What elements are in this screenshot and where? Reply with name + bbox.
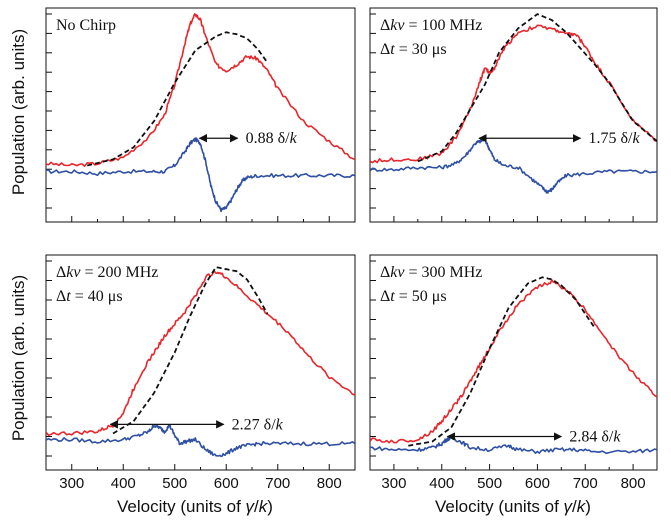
panel-label-line1: No Chirp	[56, 17, 116, 34]
series-red-line	[370, 24, 657, 164]
panel-label-line1: Δkv = 200 MHz	[56, 264, 158, 281]
x-tick-label: 600	[214, 475, 239, 492]
x-tick-label: 300	[59, 475, 84, 492]
x-tick-label: 600	[525, 475, 550, 492]
x-tick-label: 800	[621, 475, 646, 492]
x-tick-label: 700	[573, 475, 598, 492]
plot-area	[370, 13, 657, 194]
x-tick-label: 500	[477, 475, 502, 492]
panel-label-line1: Δkv = 300 MHz	[380, 264, 482, 281]
y-axis-title-bottom: Population (arb. units)	[9, 275, 28, 441]
y-axis-title-top: Population (arb. units)	[9, 29, 28, 195]
x-tick-label: 500	[162, 475, 187, 492]
series-blue-line	[370, 136, 657, 194]
x-tick-label: 300	[381, 475, 406, 492]
series-blue-line	[46, 423, 355, 458]
panel-label-line1: Δkv = 100 MHz	[380, 17, 482, 34]
width-annotation: 2.84 δ/k	[569, 429, 621, 446]
x-tick-label: 400	[111, 475, 136, 492]
series-blue-line	[370, 435, 657, 455]
width-annotation: 2.27 δ/k	[232, 416, 284, 433]
panel-top-right: 1.75 δ/k Δkv = 100 MHz Δt = 30 μs	[369, 7, 658, 223]
panel-bottom-left: 300 400 500 600 700 800 2.27 δ/k Δkv = 200 MHz Δ…	[45, 254, 356, 492]
series-blue-line	[46, 137, 355, 213]
panel-top-left: 0.88 δ/k No Chirp	[45, 7, 356, 223]
width-annotation: 1.75 δ/k	[588, 130, 640, 147]
panel-label-line2: Δt = 50 μs	[380, 288, 447, 305]
panel-label-line2: Δt = 40 μs	[56, 288, 123, 305]
series-red-line	[370, 279, 657, 444]
series-dashed-line	[112, 266, 269, 435]
x-tick-label: 400	[429, 475, 454, 492]
series-dashed-line	[408, 276, 596, 447]
width-annotation: 0.88 δ/k	[246, 130, 298, 147]
plot-frame	[45, 7, 356, 223]
x-axis-title-left: Velocity (units of γ/k)	[117, 497, 273, 516]
panel-label-line2: Δt = 30 μs	[380, 41, 447, 58]
panel-bottom-right: 300 400 500 600 700 800 2.84 δ/k Δkv = 300 MHz Δ…	[369, 254, 658, 492]
x-tick-label: 800	[317, 475, 342, 492]
x-axis-title-right: Velocity (units of γ/k)	[435, 497, 591, 516]
series-red-line	[46, 13, 355, 167]
plot-area	[370, 276, 657, 455]
series-dashed-line	[86, 31, 269, 167]
series-dashed-line	[417, 13, 657, 163]
x-tick-label: 700	[265, 475, 290, 492]
plot-area	[46, 13, 355, 213]
